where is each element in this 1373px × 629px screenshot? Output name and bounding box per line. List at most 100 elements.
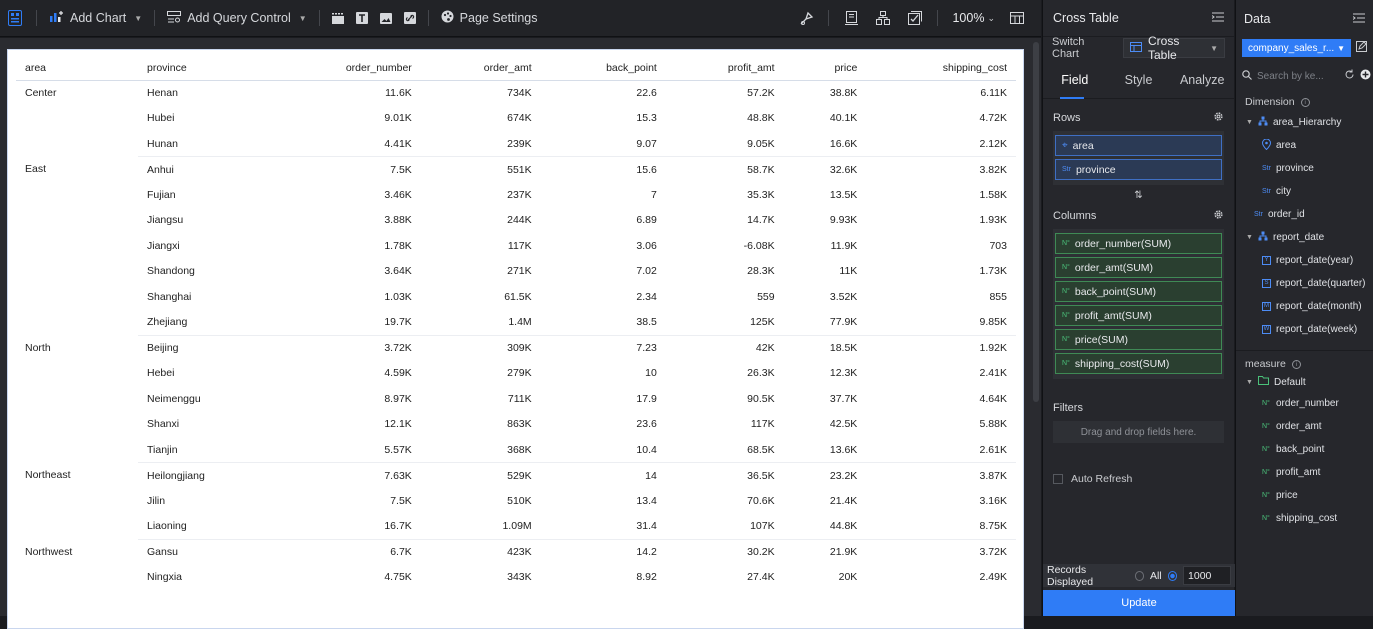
cell-shipping-cost: 2.12K	[979, 137, 1007, 150]
canvas-scrollbar[interactable]	[1033, 42, 1039, 612]
page-settings-button[interactable]: Page Settings	[435, 0, 544, 37]
dimension-node-city[interactable]: Str city	[1236, 180, 1373, 203]
rows-dropzone[interactable]: ⌖ area Str province	[1053, 131, 1224, 185]
swap-axes-icon[interactable]: ⇅	[1134, 190, 1143, 201]
scrollbar-thumb[interactable]	[1033, 42, 1039, 402]
columns-dropzone[interactable]: N° order_number(SUM) N° order_amt(SUM) N° bac…	[1053, 229, 1224, 379]
measure-node-label: price	[1276, 490, 1298, 501]
table-row: Jiangxi 1.78K 117K 3.06 -6.08K 11.9K 703	[16, 233, 1016, 259]
cell-order-number: 3.64K	[384, 265, 412, 278]
measure-node-label: shipping_cost	[1276, 513, 1338, 524]
hierarchy-icon	[1258, 231, 1268, 244]
switch-chart-row: Switch Chart Cross Table ▼	[1043, 34, 1234, 62]
measure-node-order-amt[interactable]: N° order_amt	[1236, 415, 1373, 438]
add-query-control-button[interactable]: Add Query Control ▼	[161, 0, 312, 37]
add-field-icon[interactable]	[1360, 69, 1371, 83]
gear-icon[interactable]	[1213, 111, 1224, 125]
brush-icon[interactable]	[790, 0, 822, 37]
checklist-icon[interactable]	[899, 0, 931, 37]
column-header-area[interactable]: area	[16, 56, 138, 81]
update-button[interactable]: Update	[1043, 590, 1235, 616]
row-field-area[interactable]: ⌖ area	[1055, 135, 1222, 156]
zoom-dropdown[interactable]: 100% ⌄	[944, 0, 1003, 37]
measure-node-shipping-cost[interactable]: N° shipping_cost	[1236, 507, 1373, 530]
records-limit-radio[interactable]	[1167, 570, 1178, 581]
column-field-chip[interactable]: N° profit_amt(SUM)	[1055, 305, 1222, 326]
info-icon[interactable]: i	[1291, 359, 1301, 369]
cell-shipping-cost: 1.73K	[979, 265, 1007, 278]
row-field-label: province	[1075, 163, 1116, 176]
date-year-icon: Y	[1262, 256, 1271, 265]
row-field-province[interactable]: Str province	[1055, 159, 1222, 180]
tab-field[interactable]: Field	[1043, 61, 1107, 99]
measure-node-back-point[interactable]: N° back_point	[1236, 438, 1373, 461]
column-header-back-point[interactable]: back_point	[540, 56, 666, 81]
records-all-radio[interactable]	[1134, 570, 1144, 581]
component-tree-icon[interactable]	[867, 0, 899, 37]
column-field-chip[interactable]: N° order_number(SUM)	[1055, 233, 1222, 254]
report-icon[interactable]	[835, 0, 867, 37]
column-header-price[interactable]: price	[783, 56, 867, 81]
column-field-chip[interactable]: N° order_amt(SUM)	[1055, 257, 1222, 278]
column-field-chip[interactable]: N° price(SUM)	[1055, 329, 1222, 350]
cell-shipping-cost: 3.87K	[866, 462, 1016, 488]
column-field-chip[interactable]: N° shipping_cost(SUM)	[1055, 353, 1222, 374]
dimension-node-area-hierarchy[interactable]: ▼ area_Hierarchy	[1236, 111, 1373, 134]
switch-chart-dropdown[interactable]: Cross Table ▼	[1123, 34, 1225, 62]
add-chart-button[interactable]: Add Chart ▼	[43, 0, 148, 37]
dataset-dropdown[interactable]: company_sales_r... ▼	[1242, 39, 1351, 57]
measure-node-label: back_point	[1276, 444, 1325, 455]
column-field-label: price(SUM)	[1074, 333, 1128, 346]
refresh-icon[interactable]	[1344, 69, 1355, 83]
cell-shipping-cost: 3.82K	[866, 156, 1016, 182]
gear-icon[interactable]	[1213, 209, 1224, 223]
dimension-node-area[interactable]: area	[1236, 134, 1373, 157]
measure-node-order-number[interactable]: N° order_number	[1236, 392, 1373, 415]
cell-area: Northeast	[25, 469, 71, 482]
dimension-node-report-date[interactable]: ▼ report_date	[1236, 226, 1373, 249]
app-logo-icon[interactable]	[0, 0, 30, 37]
column-header-profit-amt[interactable]: profit_amt	[665, 56, 784, 81]
records-limit-input[interactable]	[1183, 566, 1232, 585]
number-type-icon: N°	[1262, 515, 1270, 522]
dimension-node-label: report_date(month)	[1276, 301, 1362, 312]
tab-style[interactable]: Style	[1124, 72, 1153, 87]
cell-profit-amt: 57.2K	[747, 87, 775, 99]
measure-node-label: order_number	[1276, 398, 1339, 409]
cell-area	[16, 310, 138, 336]
auto-refresh-checkbox[interactable]	[1053, 474, 1063, 484]
collapse-panel-icon[interactable]	[1352, 12, 1365, 26]
link-icon[interactable]	[398, 0, 422, 37]
clapperboard-icon[interactable]	[326, 0, 350, 37]
column-field-chip[interactable]: N° back_point(SUM)	[1055, 281, 1222, 302]
measure-folder-default[interactable]: ▼ Default	[1236, 372, 1373, 392]
row-field-label: area	[1072, 139, 1094, 152]
cell-province: Neimenggu	[147, 392, 201, 405]
text-box-icon[interactable]	[350, 0, 374, 37]
column-header-province[interactable]: province	[138, 56, 268, 81]
edit-dataset-icon[interactable]	[1356, 41, 1367, 55]
image-icon[interactable]	[374, 0, 398, 37]
dimension-node-province[interactable]: Str province	[1236, 157, 1373, 180]
cell-order-number: 5.57K	[384, 443, 412, 456]
measure-node-price[interactable]: N° price	[1236, 484, 1373, 507]
column-header-order-number[interactable]: order_number	[268, 56, 421, 81]
collapse-panel-icon[interactable]	[1211, 11, 1224, 25]
filters-dropzone[interactable]: Drag and drop fields here.	[1053, 421, 1224, 443]
column-header-order-amt[interactable]: order_amt	[420, 56, 541, 81]
dimension-node-label: report_date(year)	[1276, 255, 1354, 266]
tab-analyze[interactable]: Analyze	[1179, 72, 1225, 87]
measure-node-profit-amt[interactable]: N° profit_amt	[1236, 461, 1373, 484]
layout-grid-icon[interactable]	[1003, 0, 1031, 37]
cell-province: Ningxia	[147, 571, 183, 584]
cross-table-card[interactable]: area province order_number order_amt bac…	[7, 49, 1024, 629]
dimension-node-report-date-day[interactable]: Dreport_date(day)	[1236, 341, 1373, 346]
column-header-shipping-cost[interactable]: shipping_cost	[866, 56, 1016, 81]
field-search-input[interactable]	[1257, 70, 1339, 82]
dimension-node-order-id[interactable]: Str order_id	[1236, 203, 1373, 226]
info-icon[interactable]: i	[1300, 97, 1310, 107]
